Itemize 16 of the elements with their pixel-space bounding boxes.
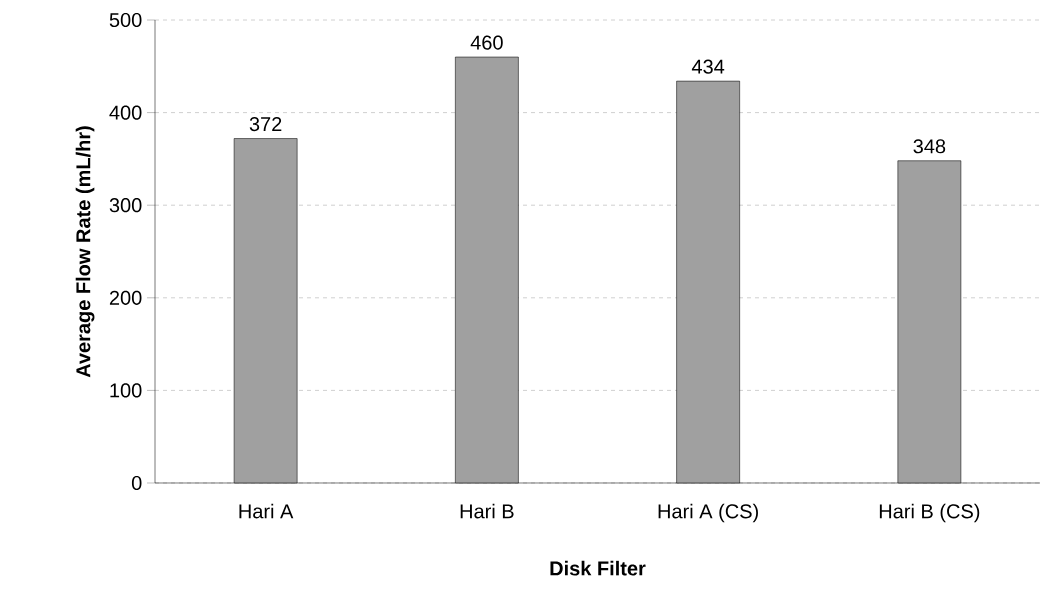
x-tick-label: Hari B (CS) [879, 503, 980, 523]
x-axis-title: Disk Filter [550, 560, 646, 576]
y-tick-label: 200 [109, 290, 142, 305]
y-tick-label: 100 [110, 383, 142, 398]
data-label: 348 [913, 139, 946, 154]
y-tick-label: 400 [109, 105, 142, 120]
x-tick-label: Hari B [460, 503, 514, 519]
x-tick-label: Hari A [239, 503, 294, 519]
y-tick-label: 0 [131, 475, 142, 491]
y-axis-title: Average Flow Rate (mL/hr) [75, 126, 95, 378]
data-label: 460 [470, 35, 503, 50]
y-tick-label: 500 [109, 12, 142, 28]
data-label: 372 [249, 116, 282, 132]
data-label: 434 [691, 59, 725, 74]
x-tick-label: Hari A (CS) [658, 503, 758, 523]
y-tick-label: 300 [109, 198, 142, 213]
